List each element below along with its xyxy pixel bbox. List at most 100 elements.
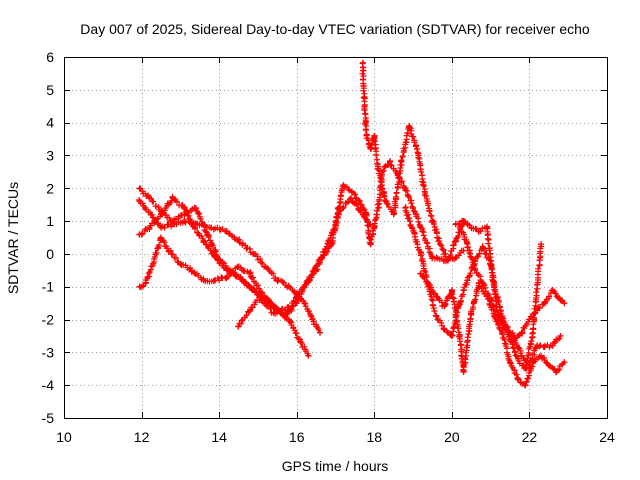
data-point [285,283,292,290]
data-point [386,159,393,166]
data-point [146,195,153,202]
data-point [464,277,471,284]
data-point [561,359,568,366]
data-point [413,145,420,152]
data-point [371,224,378,231]
data-point [301,283,308,290]
data-point [142,280,149,287]
x-tick-label: 14 [211,429,227,445]
data-point [545,362,552,369]
data-point [375,165,382,172]
x-tick-label: 16 [289,429,305,445]
y-tick-label: -4 [42,377,55,393]
data-point [530,326,537,333]
series-satellite-10 [452,217,545,372]
y-tick-label: -5 [42,410,55,426]
data-point [293,300,300,307]
data-point [340,181,347,188]
data-point [247,270,254,277]
data-point [468,224,475,231]
data-point [157,224,164,231]
data-point [456,300,463,307]
data-point [452,237,459,244]
data-point [553,369,560,376]
data-point [444,257,451,264]
data-point [351,191,358,198]
data-point [514,355,521,362]
data-point [479,244,486,251]
data-point [429,254,436,261]
data-point [313,267,320,274]
data-point [258,293,265,300]
data-point [332,221,339,228]
data-points-satellite-3 [136,197,323,336]
data-point [433,313,440,320]
data-point [522,382,529,389]
data-point [522,365,529,372]
series-satellite-3 [136,197,323,336]
data-point [495,316,502,323]
data-layer [136,59,568,389]
data-point [305,352,312,359]
data-point [476,227,483,234]
y-tick-label: 6 [46,49,54,65]
data-point [223,273,230,280]
series-satellite-8 [417,270,568,389]
data-point [402,185,409,192]
data-point [247,306,254,313]
data-point [146,224,153,231]
data-point [157,211,164,218]
data-point [441,326,448,333]
data-point [297,339,304,346]
data-point [136,198,143,205]
y-tick-label: -1 [42,279,55,295]
series-satellite-2 [136,193,296,317]
data-point [410,227,417,234]
data-point [530,359,537,366]
data-point [188,267,195,274]
data-point [235,237,242,244]
data-point [448,332,455,339]
data-point [367,145,374,152]
data-point [212,277,219,284]
data-point [437,241,444,248]
data-point [390,211,397,218]
data-point [448,287,455,294]
x-tick-label: 18 [366,429,382,445]
data-point [534,342,541,349]
data-point [316,329,323,336]
y-tick-label: 2 [46,180,54,196]
data-point [464,241,471,248]
data-point [460,369,467,376]
y-tick-label: 0 [46,246,54,262]
data-point [367,241,374,248]
data-point [507,359,514,366]
data-point [251,250,258,257]
data-point [456,332,463,339]
data-point [247,283,254,290]
y-tick-label: 1 [46,213,54,229]
data-point [181,218,188,225]
data-point [165,247,172,254]
data-point [541,300,548,307]
data-point [382,198,389,205]
data-point [460,218,467,225]
data-point [410,204,417,211]
data-point [363,132,370,139]
data-point [538,241,545,248]
data-point [359,60,366,67]
data-point [136,283,143,290]
data-point [452,221,459,228]
data-point [417,270,424,277]
data-point [324,241,331,248]
y-tick-label: 5 [46,82,54,98]
x-tick-label: 22 [522,429,538,445]
data-point [425,280,432,287]
data-point [483,224,490,231]
data-point [499,329,506,336]
data-point [136,231,143,238]
data-point [441,303,448,310]
data-point [181,204,188,211]
data-point [491,283,498,290]
